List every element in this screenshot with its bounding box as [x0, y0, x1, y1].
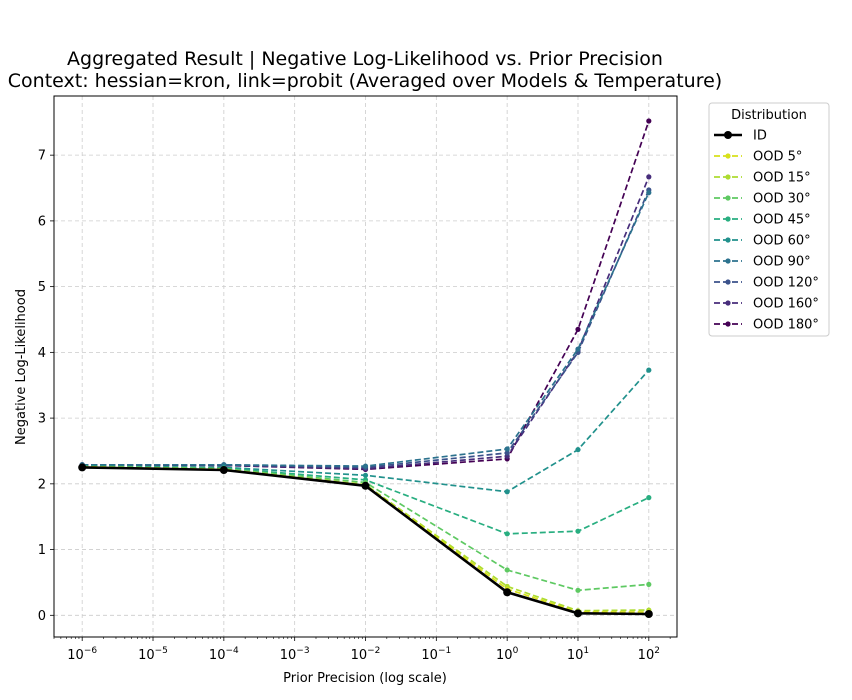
legend-swatch-marker — [725, 300, 731, 306]
data-point — [504, 567, 510, 573]
data-point — [575, 346, 581, 352]
legend-title: Distribution — [731, 108, 807, 123]
data-point — [504, 450, 510, 456]
legend-box — [708, 102, 830, 337]
legend-swatch-marker — [725, 279, 731, 285]
data-point — [646, 190, 652, 196]
x-tick-label: 101 — [567, 646, 589, 663]
y-tick-label: 1 — [38, 543, 46, 558]
y-axis-label: Negative Log-Likelihood — [14, 289, 29, 445]
x-tick-label: 10−1 — [421, 646, 451, 663]
legend-swatch-marker — [725, 174, 731, 180]
y-tick-label: 7 — [38, 149, 46, 164]
data-point — [503, 588, 512, 597]
series-lines — [78, 118, 653, 618]
data-point — [646, 367, 652, 373]
data-point — [646, 174, 652, 180]
legend-entry-label: OOD 180° — [753, 318, 819, 333]
data-point — [575, 587, 581, 593]
data-point — [504, 446, 510, 452]
legend-swatch-marker — [725, 237, 731, 243]
legend-entry-label: OOD 5° — [753, 150, 802, 165]
x-tick-label: 100 — [496, 646, 519, 663]
data-point — [78, 463, 87, 472]
legend-entry-label: OOD 30° — [753, 192, 811, 207]
data-point — [575, 528, 581, 534]
data-point — [575, 326, 581, 332]
data-point — [573, 609, 582, 618]
chart-title: Aggregated Result | Negative Log-Likelih… — [67, 48, 663, 70]
data-point — [361, 481, 370, 490]
chart-subtitle: Context: hessian=kron, link=probit (Aver… — [8, 70, 722, 92]
legend-entry-label: ID — [753, 129, 767, 144]
legend-entry-label: OOD 120° — [753, 276, 819, 291]
data-point — [362, 472, 369, 478]
y-tick-label: 4 — [38, 346, 46, 361]
y-tick-label: 3 — [38, 412, 46, 427]
data-point — [646, 495, 652, 501]
x-tick-label: 10−2 — [351, 646, 381, 663]
legend: Distribution ID OOD 5° OOD 15° OOD 30° OOD 4… — [708, 102, 830, 337]
data-point — [504, 531, 510, 537]
series-line — [82, 466, 649, 616]
data-point — [504, 489, 510, 495]
legend-swatch-marker — [725, 258, 731, 264]
x-tick-label: 10−6 — [67, 646, 97, 663]
series-line — [82, 192, 650, 467]
legend-swatch-marker — [725, 153, 731, 159]
data-point — [575, 447, 581, 453]
x-axis-label: Prior Precision (log scale) — [283, 671, 447, 686]
legend-entry-label: OOD 15° — [753, 171, 811, 186]
y-tick-label: 5 — [38, 280, 46, 295]
data-point — [646, 118, 652, 124]
legend-entry-label: OOD 160° — [753, 297, 819, 312]
y-tick-label: 0 — [38, 609, 46, 624]
legend-swatch-marker — [724, 131, 732, 139]
legend-entry-label: OOD 60° — [753, 234, 811, 249]
data-point — [646, 581, 652, 588]
grid-lines — [54, 96, 677, 637]
axes: 10−6 10−5 10−4 10−3 10−2 10−1 100 101 102 0 1 2 3 4 5 6… — [38, 149, 671, 663]
x-tick-label: 10−3 — [280, 646, 310, 663]
y-tick-label: 6 — [38, 214, 46, 229]
legend-entry-label: OOD 90° — [753, 255, 811, 270]
data-point — [644, 609, 653, 618]
legend-entry-label: OOD 45° — [753, 213, 811, 228]
legend-swatch-marker — [725, 195, 731, 201]
legend-swatch-marker — [725, 321, 731, 327]
x-tick-label: 10−4 — [209, 646, 239, 663]
x-tick-label: 10−5 — [138, 646, 168, 663]
x-tick-label: 102 — [638, 646, 660, 663]
legend-swatch-marker — [725, 216, 731, 222]
y-tick-label: 2 — [38, 477, 46, 492]
data-point — [362, 463, 369, 469]
data-point — [219, 466, 228, 475]
